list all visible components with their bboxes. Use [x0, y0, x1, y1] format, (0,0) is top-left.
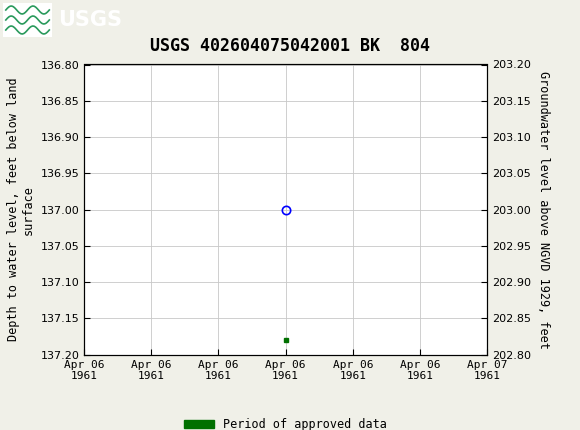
Legend: Period of approved data: Period of approved data [180, 414, 392, 430]
Text: USGS 402604075042001 BK  804: USGS 402604075042001 BK 804 [150, 37, 430, 55]
Y-axis label: Depth to water level, feet below land
surface: Depth to water level, feet below land su… [7, 78, 35, 341]
Text: USGS: USGS [58, 10, 122, 30]
Y-axis label: Groundwater level above NGVD 1929, feet: Groundwater level above NGVD 1929, feet [536, 71, 550, 349]
Bar [3, 3, 52, 37]
